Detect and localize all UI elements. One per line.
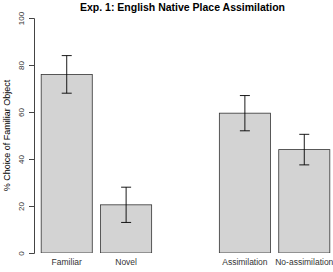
error-bar-cap — [62, 93, 72, 94]
x-axis: Familiar Novel Assimilation No-assimilation — [41, 253, 333, 267]
y-tick-label: 80 — [17, 61, 26, 70]
y-axis-line — [29, 19, 35, 254]
y-tick: 60 — [17, 108, 34, 117]
x-tick: No-assimilation — [275, 253, 333, 267]
y-tick-label: 100 — [17, 11, 26, 25]
title: Exp. 1: English Native Place Assimilatio… — [80, 1, 285, 13]
error-bar-stem — [244, 96, 245, 131]
x-tick: Familiar — [52, 253, 82, 267]
error-bar-stem — [304, 134, 305, 165]
error-bar-cap — [299, 164, 309, 165]
plot-area — [41, 56, 330, 253]
y-tick-label: 0 — [17, 251, 26, 256]
bar — [219, 113, 270, 253]
chart: Exp. 1: English Native Place Assimilatio… — [0, 0, 333, 272]
y-axis: 0 20 40 60 80 100 — [17, 11, 35, 255]
y-tick: 80 — [17, 61, 34, 70]
y-tick: 0 — [17, 251, 34, 256]
y-tick-mark — [29, 18, 34, 19]
x-tick-label: Assimilation — [222, 257, 268, 267]
y-tick-mark — [29, 159, 34, 160]
y-tick-mark — [29, 65, 34, 66]
error-bar — [121, 187, 131, 222]
error-bar — [299, 134, 309, 165]
y-tick-label: 60 — [17, 108, 26, 117]
error-bar-cap — [62, 55, 72, 56]
error-bar-cap — [240, 130, 250, 131]
x-tick: Assimilation — [222, 253, 268, 267]
y-tick: 100 — [17, 11, 34, 25]
error-bar — [62, 56, 72, 94]
x-tick-label: No-assimilation — [275, 257, 333, 267]
y-tick: 20 — [17, 202, 34, 211]
x-tick: Novel — [115, 253, 137, 267]
error-bar-cap — [121, 222, 131, 223]
y-axis-title: % Choice of Familiar Object — [2, 79, 12, 191]
error-bar-stem — [66, 56, 67, 94]
y-tick-label: 20 — [17, 202, 26, 211]
y-tick-mark — [29, 112, 34, 113]
y-tick: 40 — [17, 155, 34, 164]
error-bar-cap — [299, 134, 309, 135]
bar — [279, 150, 330, 253]
error-bar — [240, 96, 250, 131]
error-bar-cap — [121, 187, 131, 188]
y-tick-mark — [29, 253, 34, 254]
x-tick-label: Familiar — [52, 257, 82, 267]
x-axis-line — [41, 253, 332, 254]
error-bar-stem — [126, 187, 127, 222]
x-tick-label: Novel — [115, 257, 137, 267]
y-tick-mark — [29, 206, 34, 207]
y-tick-label: 40 — [17, 155, 26, 164]
bar — [41, 74, 92, 253]
error-bar-cap — [240, 95, 250, 96]
